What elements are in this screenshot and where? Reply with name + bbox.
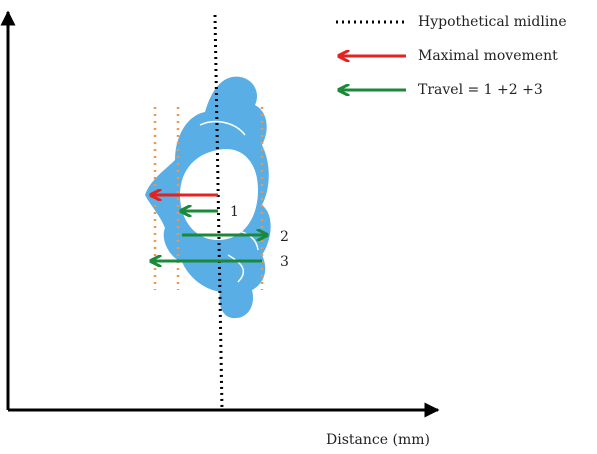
legend-label: Maximal movement <box>418 48 558 64</box>
x-axis-label: Distance (mm) <box>326 432 430 448</box>
arrow-label: 2 <box>280 229 289 245</box>
arrow-label: 3 <box>280 254 289 270</box>
legend-label: Hypothetical midline <box>418 14 567 30</box>
arrow-label: 1 <box>230 204 239 220</box>
legend-label: Travel = 1 +2 +3 <box>418 82 543 98</box>
vertebra <box>145 76 271 319</box>
